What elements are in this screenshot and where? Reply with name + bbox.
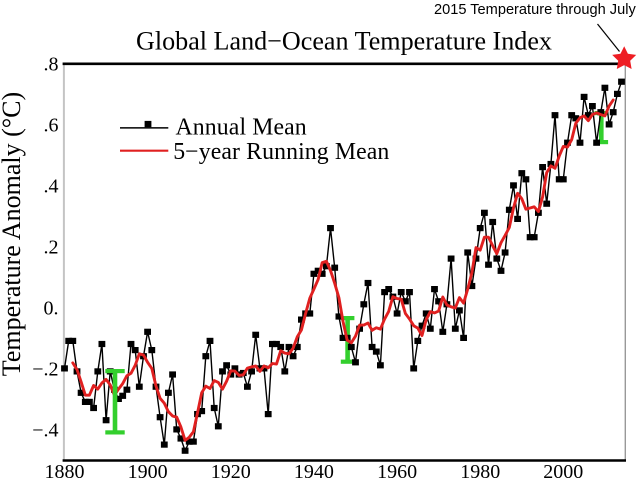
svg-text:−.4: −.4 [32,420,58,442]
svg-text:0.: 0. [44,298,59,320]
svg-text:1940: 1940 [294,461,334,483]
svg-text:.6: .6 [44,115,59,137]
svg-text:.2: .2 [44,237,59,259]
svg-text:1980: 1980 [460,461,500,483]
svg-text:Annual Mean: Annual Mean [176,114,307,140]
svg-text:1880: 1880 [45,461,85,483]
svg-text:2015 Temperature through July: 2015 Temperature through July [434,2,636,18]
svg-text:1900: 1900 [128,461,168,483]
svg-text:Temperature Anomaly (°C): Temperature Anomaly (°C) [0,92,26,376]
svg-text:Global Land−Ocean Temperature: Global Land−Ocean Temperature Index [136,27,552,56]
svg-text:.8: .8 [44,54,59,76]
svg-text:1920: 1920 [211,461,251,483]
svg-text:−.2: −.2 [32,359,58,381]
svg-text:.4: .4 [44,176,59,198]
svg-text:2000: 2000 [543,461,583,483]
svg-text:5−year Running Mean: 5−year Running Mean [173,139,389,165]
svg-text:1960: 1960 [377,461,417,483]
